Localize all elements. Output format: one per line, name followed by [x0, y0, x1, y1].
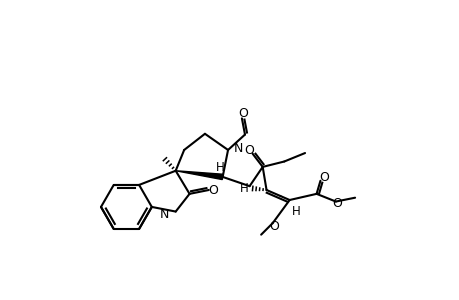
Polygon shape: [175, 171, 223, 180]
Text: H: H: [291, 205, 300, 218]
Text: H: H: [216, 161, 224, 174]
Text: H: H: [240, 182, 248, 195]
Text: O: O: [208, 184, 218, 196]
Text: ·: ·: [277, 190, 281, 205]
Text: O: O: [319, 171, 329, 184]
Text: O: O: [332, 197, 341, 210]
Text: N: N: [160, 208, 169, 221]
Text: N: N: [234, 142, 243, 155]
Text: O: O: [238, 107, 248, 120]
Text: O: O: [243, 144, 253, 157]
Text: O: O: [269, 220, 279, 233]
